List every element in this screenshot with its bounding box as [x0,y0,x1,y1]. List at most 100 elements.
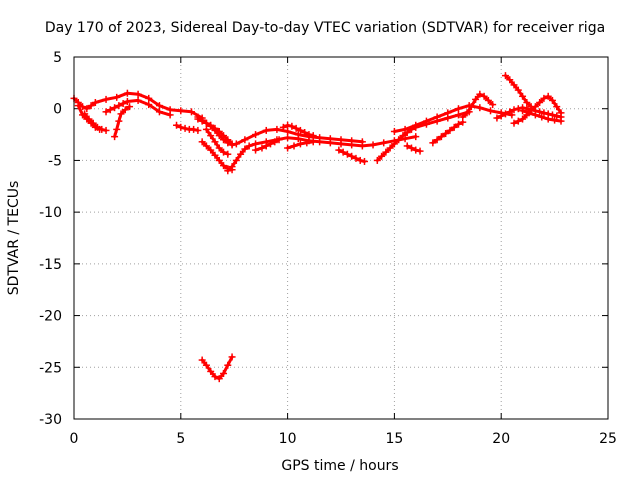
data-point [228,163,236,171]
series-track-18 [403,142,424,155]
data-point [416,147,424,155]
x-tick-label: 5 [176,431,185,447]
data-point [403,142,411,150]
data-point [557,117,565,125]
data-point [121,106,129,114]
data-point [224,139,232,147]
data-point [380,139,388,147]
series-line [72,91,204,120]
data-point [155,108,163,116]
data-point [241,136,249,144]
data-point [83,105,91,113]
data-point [506,108,514,116]
data-point [437,133,445,141]
y-tick-label: 0 [53,102,62,118]
data-point [390,127,398,135]
data-point [523,99,531,107]
data-point [113,93,121,101]
data-point [134,96,142,104]
data-point [89,119,97,127]
data-point [553,112,561,120]
chart-title: Day 170 of 2023, Sidereal Day-to-day VTE… [45,20,605,36]
data-point [267,140,275,148]
data-point [74,102,82,110]
data-point [224,361,232,369]
data-point [487,107,495,115]
data-point [288,122,296,130]
y-tick-label: -15 [39,257,62,273]
data-point [548,96,556,104]
data-point [557,109,565,117]
data-point [271,138,279,146]
data-point [309,132,317,140]
x-axis-label: GPS time / hours [281,458,398,474]
data-point [348,152,356,160]
data-point [202,119,210,127]
x-tick-label: 0 [70,431,79,447]
data-point [207,122,215,130]
series-track-20 [459,90,497,121]
data-point [106,106,114,114]
data-point [81,110,89,118]
data-point [467,103,475,111]
data-point [173,121,181,129]
series-track-8 [173,121,202,134]
data-point [480,92,488,100]
data-point [211,138,219,146]
data-point [433,136,441,144]
data-point [290,142,298,150]
series-track-14 [284,138,317,152]
series-track-5 [111,103,134,141]
data-point [510,119,518,127]
data-point [275,136,283,144]
data-point [446,126,454,134]
data-point [194,113,202,121]
data-point [241,145,249,153]
data-point [279,123,287,131]
series-line [226,135,418,173]
y-tick-label: -10 [39,205,62,221]
data-point [536,99,544,107]
data-point [224,150,232,158]
data-point [296,140,304,148]
y-axis-label: SDTVAR / TECUs [6,181,22,296]
data-point [301,129,309,137]
data-point [211,151,219,159]
data-point [540,94,548,102]
data-point [454,120,462,128]
data-point [433,113,441,121]
data-point [303,139,311,147]
data-point [220,148,228,156]
data-point [454,111,462,119]
data-point [284,144,292,152]
data-point [373,156,381,164]
data-point [155,102,163,110]
data-point [177,107,185,115]
y-tick-label: 5 [53,50,62,66]
data-point [98,125,106,133]
data-point [360,157,368,165]
series-track-22 [501,72,535,111]
data-point [187,108,195,116]
data-point [258,144,266,152]
y-tick-label: -5 [48,153,62,169]
data-point [220,136,228,144]
data-point [220,369,228,377]
data-point [501,110,509,118]
data-point [102,126,110,134]
data-point [463,109,471,117]
data-point [459,113,467,121]
data-series [70,72,565,383]
data-point [198,116,206,124]
x-tick-label: 20 [492,431,510,447]
data-point [220,162,228,170]
data-point [262,126,270,134]
data-point [207,146,215,154]
data-point [510,106,518,114]
data-point [356,156,364,164]
data-point [202,142,210,150]
series-line [104,98,172,117]
data-point [284,127,292,135]
data-point [273,125,281,133]
